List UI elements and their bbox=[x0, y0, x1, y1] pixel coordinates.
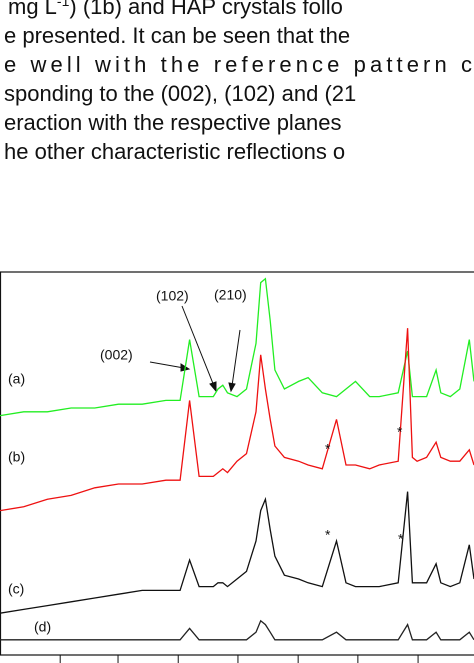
series-label: (c) bbox=[8, 581, 24, 597]
text-line: e presented. It can be seen that the bbox=[4, 23, 350, 48]
annotation: * bbox=[325, 441, 331, 457]
annotation: * bbox=[398, 531, 404, 547]
text-line: he other characteristic reflections o bbox=[4, 139, 345, 164]
annotation: (210) bbox=[214, 287, 247, 303]
arrow bbox=[149, 361, 185, 369]
series-label: (d) bbox=[34, 619, 51, 635]
arrow bbox=[231, 329, 241, 387]
plot-frame bbox=[0, 271, 474, 656]
text-line: sponding to the (002), (102) and (21 bbox=[4, 81, 356, 106]
annotation: (002) bbox=[100, 347, 133, 363]
superscript: -1 bbox=[57, 0, 70, 9]
series-line bbox=[0, 277, 474, 417]
series-label: (b) bbox=[8, 449, 25, 465]
arrowhead bbox=[209, 381, 217, 393]
text-line: e well with the reference pattern c bbox=[4, 52, 472, 77]
series-line bbox=[0, 491, 474, 614]
text-line: mg L-1) (1b) and HAP crystals follo bbox=[8, 0, 343, 19]
arrowhead bbox=[228, 382, 236, 393]
annotation: * bbox=[397, 424, 403, 440]
arrow bbox=[181, 305, 215, 387]
series-label: (a) bbox=[8, 371, 25, 387]
series-line bbox=[0, 619, 474, 641]
text: mg L bbox=[8, 0, 57, 19]
arrows bbox=[149, 305, 241, 393]
text: ) (1b) and HAP crystals follo bbox=[69, 0, 342, 19]
annotation: * bbox=[325, 527, 331, 543]
text-line: eraction with the respective planes bbox=[4, 110, 342, 135]
annotation: (102) bbox=[156, 288, 189, 304]
series-line bbox=[0, 328, 474, 512]
